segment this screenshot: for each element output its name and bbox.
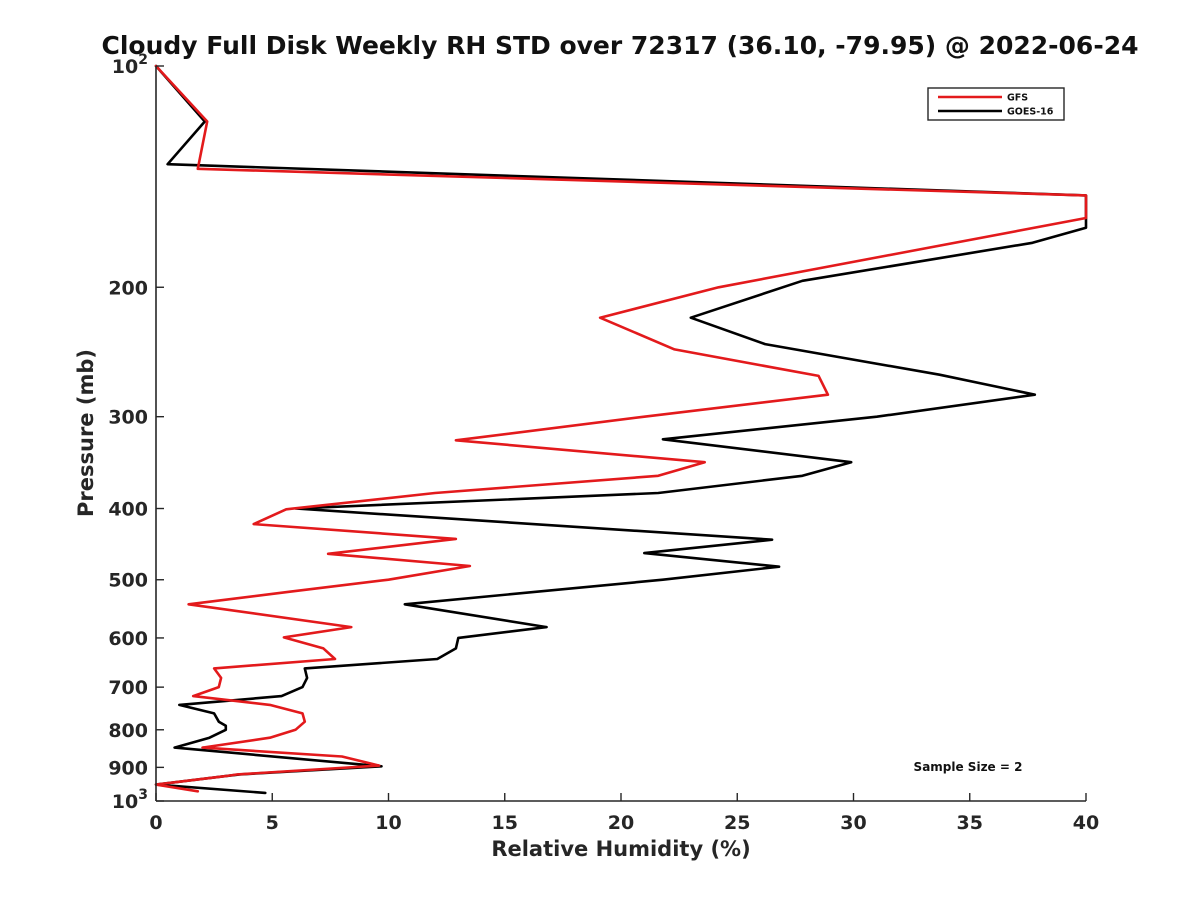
chart-title: Cloudy Full Disk Weekly RH STD over 7231… bbox=[101, 31, 1138, 60]
y-tick-label: 200 bbox=[108, 277, 148, 299]
y-tick-label: 900 bbox=[108, 757, 148, 779]
x-tick-label: 0 bbox=[149, 812, 162, 834]
x-tick-label: 25 bbox=[724, 812, 750, 834]
y-tick-label: 700 bbox=[108, 677, 148, 699]
y-tick-label: 103 bbox=[112, 787, 148, 813]
y-tick-label: 300 bbox=[108, 407, 148, 429]
x-tick-label: 15 bbox=[492, 812, 518, 834]
x-tick-label: 20 bbox=[608, 812, 634, 834]
series-line-gfs bbox=[154, 64, 1088, 793]
legend: GFS GOES-16 bbox=[927, 87, 1065, 121]
y-axis-label: Pressure (mb) bbox=[74, 349, 98, 517]
x-tick-label: 35 bbox=[957, 812, 983, 834]
legend-box bbox=[927, 87, 1065, 121]
y-ticks: 102 200 300 400 500 600 700 800 900 103 bbox=[108, 52, 164, 813]
x-axis-label: Relative Humidity (%) bbox=[491, 837, 750, 861]
series-line-goes16 bbox=[154, 64, 1088, 795]
legend-label-goes16: GOES-16 bbox=[1007, 107, 1054, 118]
sample-size-annotation: Sample Size = 2 bbox=[914, 760, 1023, 774]
x-ticks: 0 5 10 15 20 25 30 35 40 bbox=[149, 793, 1099, 834]
y-tick-label: 400 bbox=[108, 499, 148, 521]
x-tick-label: 40 bbox=[1073, 812, 1099, 834]
y-tick-label: 500 bbox=[108, 570, 148, 592]
x-tick-label: 30 bbox=[840, 812, 866, 834]
series-layer bbox=[154, 64, 1088, 795]
x-tick-label: 5 bbox=[266, 812, 279, 834]
y-tick-label: 600 bbox=[108, 628, 148, 650]
legend-label-gfs: GFS bbox=[1007, 93, 1028, 104]
x-tick-label: 10 bbox=[375, 812, 401, 834]
y-tick-label: 800 bbox=[108, 720, 148, 742]
y-tick-label: 102 bbox=[112, 52, 148, 78]
